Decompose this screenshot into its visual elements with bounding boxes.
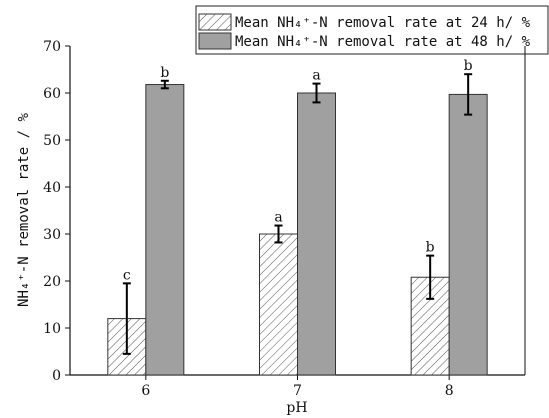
significance-letter: b [464,58,473,74]
error-bars [122,73,473,355]
x-tick-label: 7 [293,383,302,399]
significance-letter: a [274,210,282,226]
significance-letter: a [312,68,320,84]
legend-box [195,5,549,55]
significance-letters: c a b b a b [123,58,473,283]
x-axis-label: pH [286,400,307,416]
y-ticks: 0 10 20 30 40 50 60 70 [43,39,70,384]
legend: Mean NH₄⁺-N removal rate at 24 h/ % Mean… [195,5,549,55]
y-tick-label: 20 [43,274,61,290]
significance-letter: c [123,267,131,283]
legend-swatch-48h [198,32,232,50]
y-tick-label: 0 [52,368,61,384]
x-tick-label: 6 [141,383,150,399]
legend-label-48h: Mean NH₄⁺-N removal rate at 48 h/ % [235,34,531,50]
bar-48h [145,84,185,376]
x-tick-label: 8 [445,383,454,399]
y-tick-label: 40 [43,180,61,196]
bars [107,84,488,376]
y-tick-label: 30 [43,227,61,243]
legend-label-24h: Mean NH₄⁺-N removal rate at 24 h/ % [235,15,531,31]
y-tick-label: 70 [43,39,61,55]
y-tick-label: 10 [43,321,61,337]
y-tick-label: 60 [43,86,61,102]
significance-letter: b [426,240,435,256]
y-tick-label: 50 [43,133,61,149]
bar-24h [259,233,298,376]
significance-letter: b [160,65,169,81]
y-axis-label: NH₄⁺-N removal rate / % [16,113,32,307]
bar-48h [448,93,488,376]
bar-48h [297,92,336,376]
x-ticks: 6 7 8 [141,375,454,399]
legend-swatch-24h [198,13,232,31]
